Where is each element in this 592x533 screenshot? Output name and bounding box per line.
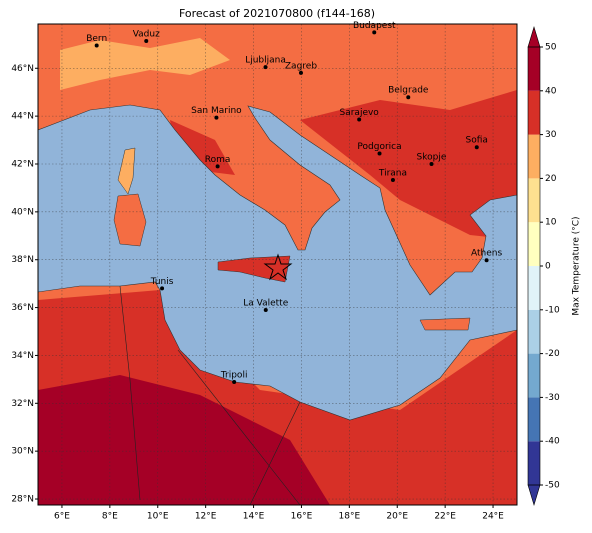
x-tick-label: 8°E	[102, 512, 118, 522]
city-label: Vaduz	[133, 29, 160, 39]
colorbar-tick-label: -20	[545, 349, 560, 359]
colorbar-band	[528, 90, 540, 135]
city-marker	[263, 65, 268, 70]
colorbar-tick-label: 20	[545, 174, 557, 184]
y-tick-label: 38°N	[11, 255, 34, 265]
y-tick-label: 40°N	[11, 207, 34, 217]
y-tick-label: 28°N	[11, 495, 34, 505]
corsica	[117, 147, 136, 195]
city-label: San Marino	[191, 106, 242, 116]
city-marker	[474, 145, 479, 150]
city-label: La Valette	[243, 298, 288, 308]
x-tick-label: 24°E	[482, 512, 504, 522]
city-marker	[484, 258, 489, 263]
city-marker	[214, 115, 219, 120]
city-label: Zagreb	[285, 61, 317, 71]
y-tick-label: 34°N	[11, 351, 34, 361]
colorbar-tick-label: 0	[545, 262, 551, 272]
x-tick-label: 6°E	[54, 512, 70, 522]
city-label: Sofia	[466, 136, 488, 146]
colorbar-band	[528, 353, 540, 398]
colorbar-extend-bottom	[527, 484, 541, 507]
colorbar-band	[528, 309, 540, 354]
city-marker	[144, 38, 149, 43]
x-tick-label: 18°E	[339, 512, 361, 522]
colorbar-band	[528, 47, 540, 91]
y-tick-label: 32°N	[11, 399, 34, 409]
colorbar-tick-label: -10	[545, 305, 560, 315]
sardinia	[113, 193, 147, 247]
x-tick-label: 10°E	[147, 512, 169, 522]
map-frame	[37, 23, 518, 506]
colorbar-label: Max Temperature (°C)	[572, 216, 582, 315]
x-tick-label: 14°E	[243, 512, 265, 522]
star-marker	[263, 253, 293, 281]
city-label: Tunis	[150, 277, 174, 287]
city-label: Budapest	[353, 21, 396, 31]
city-marker	[372, 30, 377, 35]
borders	[119, 285, 301, 505]
city-label: Tirana	[378, 169, 407, 179]
alps-cool	[60, 38, 230, 90]
y-tick-label: 46°N	[11, 64, 34, 74]
y-tick-label: 42°N	[11, 159, 34, 169]
y-tick-label: 30°N	[11, 447, 34, 457]
colorbar-band	[528, 441, 540, 485]
colorbar-band	[528, 134, 540, 179]
colorbar-tick-label: 10	[545, 218, 557, 228]
title: Forecast of 2021070800 (f144-168)	[179, 7, 375, 20]
colorbar-tick-label: 30	[545, 130, 557, 140]
city-label: Podgorica	[357, 142, 401, 152]
city-marker	[357, 117, 362, 122]
city-marker	[298, 70, 303, 75]
city-marker	[377, 151, 382, 156]
city-marker	[232, 379, 237, 384]
city-marker	[215, 164, 220, 169]
africa-hottest	[38, 375, 330, 505]
x-tick-label: 12°E	[195, 512, 217, 522]
crete	[419, 317, 471, 331]
city-label: Ljubljana	[245, 56, 286, 66]
map-fill	[38, 24, 517, 505]
city-label: Sarajevo	[340, 108, 380, 118]
city-label: Skopje	[417, 152, 447, 162]
colorbar-tick-label: 40	[545, 86, 557, 96]
x-tick-label: 16°E	[291, 512, 313, 522]
city-marker	[160, 286, 165, 291]
city-label: Roma	[205, 155, 231, 165]
city-label: Belgrade	[388, 86, 429, 96]
city-marker	[390, 178, 395, 183]
colorbar-band	[528, 397, 540, 442]
colorbar-band	[528, 178, 540, 223]
x-tick-label: 22°E	[434, 512, 456, 522]
colorbar-band	[528, 266, 540, 310]
colorbar-tick-label: 50	[545, 43, 557, 53]
colorbar-extend-top	[527, 25, 541, 48]
balkans-hot	[300, 90, 517, 240]
city-marker	[406, 95, 411, 100]
y-tick-label: 36°N	[11, 303, 34, 313]
city-marker	[94, 43, 99, 48]
x-tick-label: 20°E	[386, 512, 408, 522]
colorbar-tick-label: -50	[545, 481, 560, 491]
colorbar-tick-label: -40	[545, 437, 560, 447]
y-tick-label: 44°N	[11, 112, 34, 122]
city-label: Athens	[471, 249, 502, 259]
city-marker	[263, 307, 268, 312]
colorbar-tick-label: -30	[545, 393, 560, 403]
city-label: Bern	[86, 34, 107, 44]
sicily	[217, 255, 291, 283]
city-marker	[429, 161, 434, 166]
city-label: Tripoli	[220, 370, 248, 380]
colorbar-band	[528, 222, 540, 266]
